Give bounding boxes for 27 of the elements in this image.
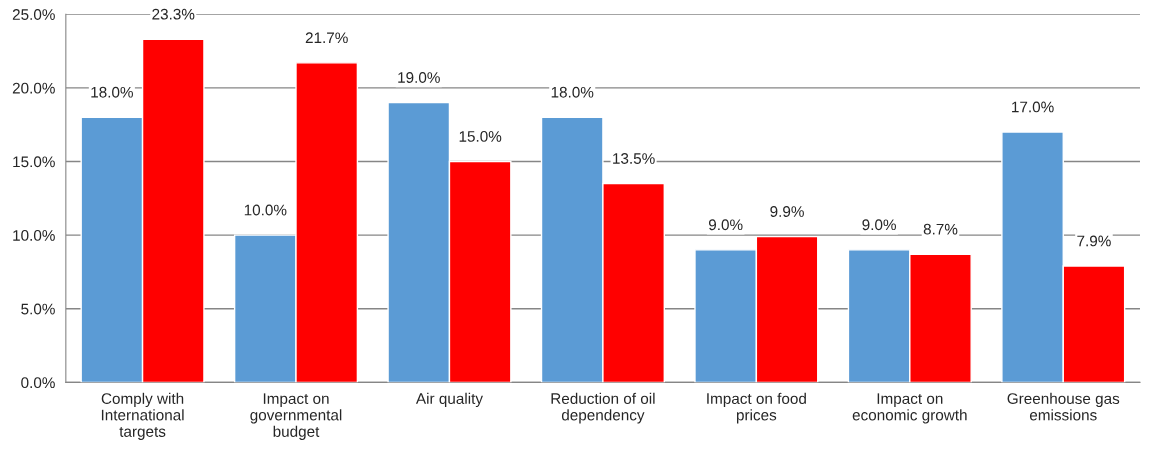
y-tick-label: 25.0%: [12, 9, 55, 20]
data-label: 23.3%: [152, 8, 195, 20]
data-label: 9.0%: [862, 219, 896, 231]
x-tick-label: Air quality: [415, 392, 483, 408]
data-label: 21.7%: [305, 32, 348, 44]
data-label: 18.0%: [91, 86, 133, 98]
data-label: 15.0%: [459, 131, 502, 142]
data-label: 7.9%: [1077, 235, 1111, 247]
x-tick-label: Impact on economic growth: [852, 393, 967, 424]
data-label: 13.5%: [613, 153, 655, 164]
data-label: 18.0%: [551, 86, 594, 98]
x-tick-label: Comply with International targets: [101, 392, 184, 440]
x-tick-label: Greenhouse gas emissions: [1007, 392, 1120, 421]
data-label: 19.0%: [398, 72, 440, 83]
y-tick-label: 20.0%: [12, 82, 55, 94]
y-tick-label: 5.0%: [21, 303, 55, 315]
x-tick-label: Impact on governmental budget: [250, 393, 342, 440]
y-tick-label: 10.0%: [13, 229, 55, 241]
data-label: 8.7%: [923, 223, 958, 235]
y-tick-label: 15.0%: [13, 156, 55, 168]
x-tick-label: Impact on food prices: [707, 392, 806, 424]
y-tick-label: 0.0%: [21, 377, 55, 389]
data-label: 9.9%: [770, 206, 804, 217]
data-label: 9.0%: [708, 219, 743, 231]
data-label: 17.0%: [1012, 101, 1054, 113]
data-label: 10.0%: [244, 204, 287, 216]
x-tick-label: Reduction of oil dependency: [551, 392, 655, 424]
